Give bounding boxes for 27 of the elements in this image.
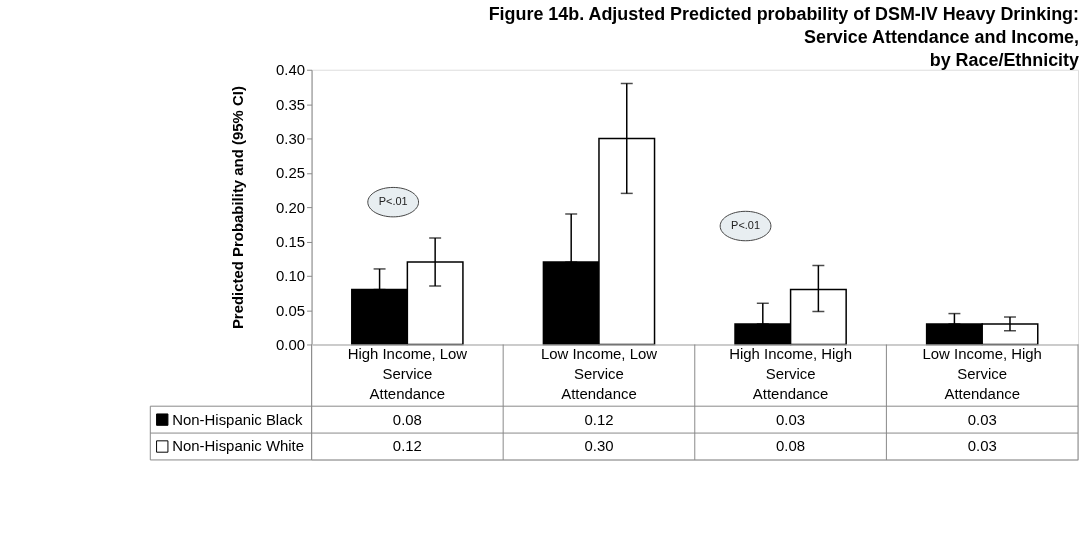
y-tick-label: 0.20 [276, 198, 306, 216]
y-tick-label: 0.05 [276, 301, 306, 319]
data-label: 0.12 [584, 410, 614, 428]
data-label: 0.30 [584, 437, 614, 455]
legend-label: Non-Hispanic White [172, 437, 305, 455]
y-tick-label: 0.30 [276, 129, 306, 147]
data-label: 0.03 [776, 410, 806, 428]
x-tick-label: Low Income, Low Service Attendance [540, 345, 658, 403]
data-label: 0.08 [392, 410, 422, 428]
data-label: 0.08 [776, 437, 806, 455]
annotation: P<.01 [378, 195, 408, 208]
x-tick-label: High Income, High Service Attendance [729, 345, 852, 403]
y-axis-title: Predicted Probability and (95% CI) [229, 86, 247, 330]
y-tick-label: 0.15 [276, 232, 306, 250]
y-tick-label: 0.25 [276, 164, 306, 182]
x-tick-label: High Income, Low Service Attendance [347, 345, 468, 403]
y-tick-label: 0.00 [276, 335, 306, 353]
annotation: P<.01 [731, 219, 760, 232]
y-tick-label: 0.40 [276, 61, 306, 79]
data-label: 0.03 [967, 437, 997, 455]
chart-title: Figure 14b. Adjusted Predicted probability of DSM-IV Heavy Drinking: Service Attendance and Income, by Race/Ethnicity [488, 4, 1079, 71]
legend-label: Non-Hispanic Black [172, 410, 303, 428]
data-label: 0.12 [392, 437, 422, 455]
y-tick-label: 0.10 [276, 267, 306, 285]
y-tick-label: 0.35 [276, 95, 306, 113]
x-tick-label: Low Income, High Service Attendance [922, 345, 1042, 403]
data-label: 0.03 [967, 410, 997, 428]
